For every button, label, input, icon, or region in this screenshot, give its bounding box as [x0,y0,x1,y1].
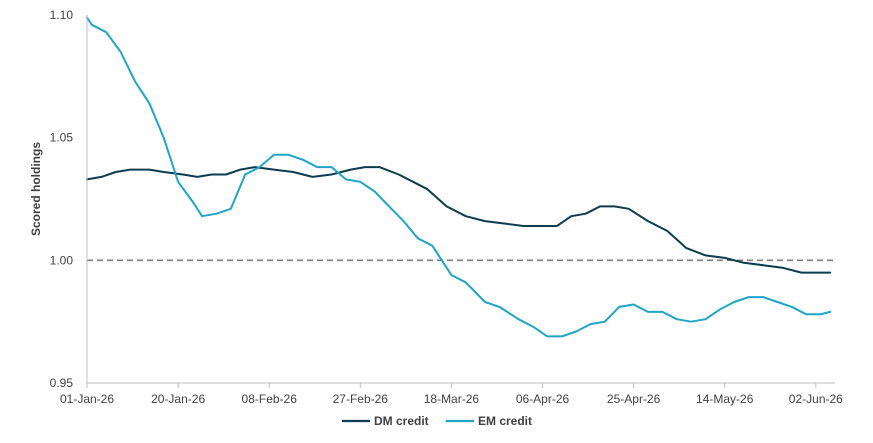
legend-label: DM credit [374,414,429,428]
legend-label: EM credit [478,414,532,428]
y-axis-title: Scored holdings [29,142,43,236]
x-tick-label: 06-Apr-26 [516,392,570,406]
y-tick-label: 0.95 [50,376,74,390]
x-tick-label: 18-Mar-26 [424,392,480,406]
x-tick-label: 20-Jan-26 [151,392,205,406]
x-tick-label: 14-May-26 [696,392,754,406]
x-tick-label: 27-Feb-26 [333,392,389,406]
x-tick-label: 02-Jun-26 [789,392,843,406]
series-line-em-credit [86,16,832,338]
y-axis-ticks: 0.95 1.00 1.05 1.10 [50,8,74,390]
series-lines [86,16,832,338]
y-tick-label: 1.00 [50,253,74,267]
x-axis-ticks: 01-Jan-26 20-Jan-26 08-Feb-26 27-Feb-26 18-M… [60,383,843,406]
legend: DM credit EM credit [342,414,532,428]
y-tick-label: 1.10 [50,8,74,22]
x-tick-label: 08-Feb-26 [242,392,298,406]
x-tick-label: 25-Apr-26 [607,392,661,406]
y-tick-label: 1.05 [50,131,74,145]
series-line-dm-credit [86,166,832,274]
x-tick-label: 01-Jan-26 [60,392,114,406]
